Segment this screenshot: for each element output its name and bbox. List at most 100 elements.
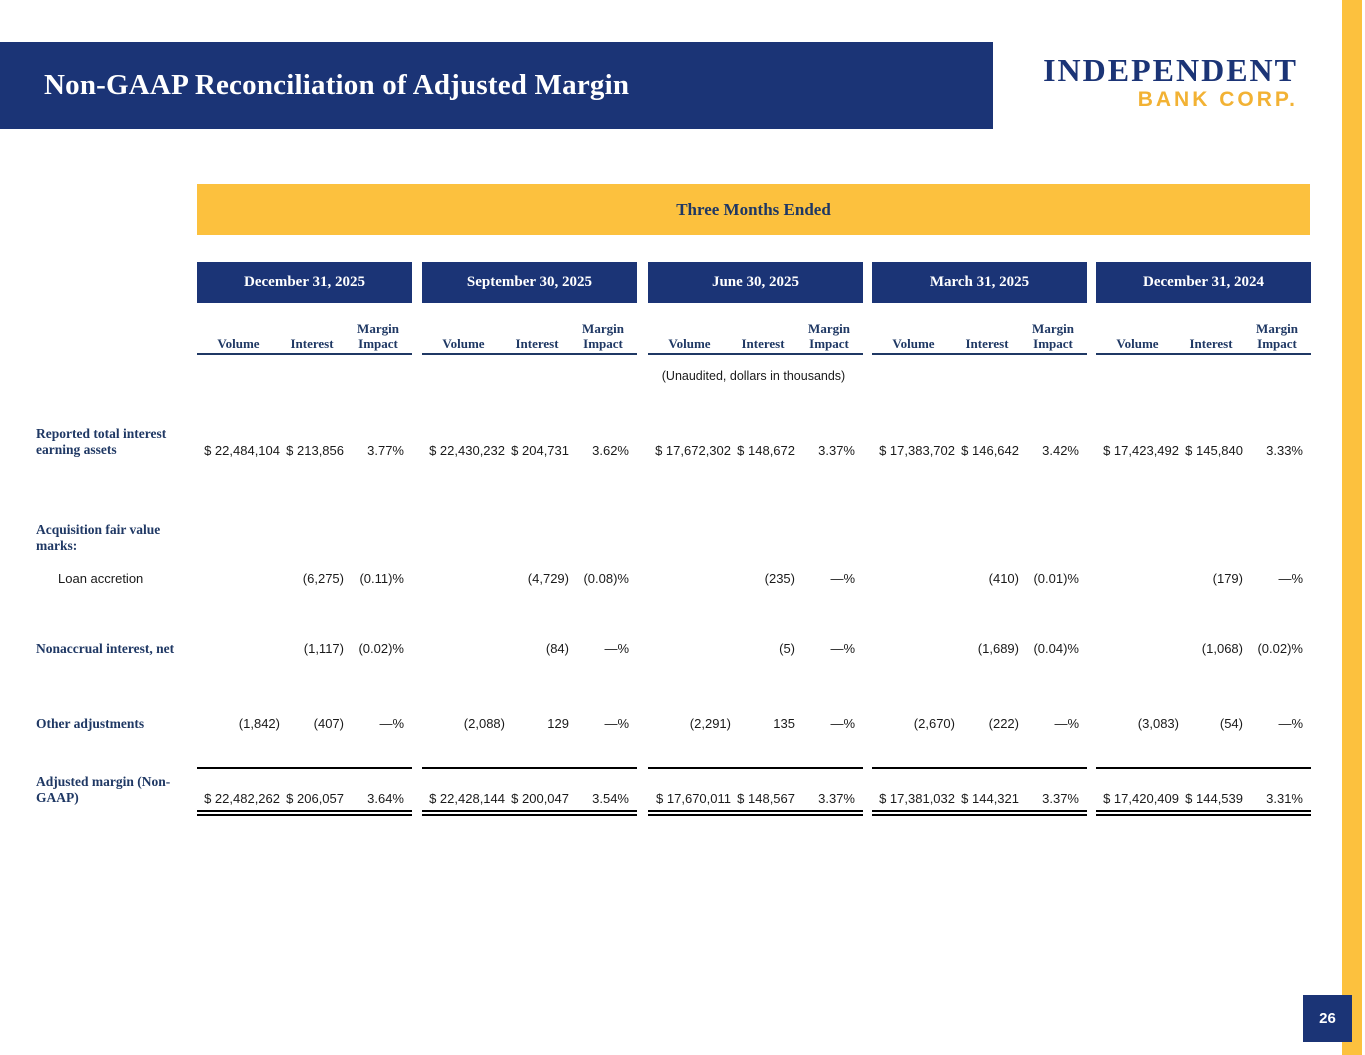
cell-interest: $ 213,856: [286, 443, 344, 458]
cell-volume: (2,291): [689, 716, 731, 731]
cell-interest: (222): [988, 716, 1019, 731]
period-group-4: March 31, 2025 Volume Interest Margin Impac…: [872, 0, 1087, 830]
column-header: Margin Impact: [582, 320, 624, 352]
cell-volume: [872, 641, 955, 656]
row-adjusted: $ 22,482,262 $ 206,057 3.64%: [197, 791, 412, 806]
cell-margin: —%: [1278, 716, 1303, 731]
period-group-1: December 31, 2025 Volume Interest Margin Im…: [197, 0, 412, 830]
period-header: December 31, 2025: [197, 262, 412, 303]
table-area: Three Months Ended (Unaudited, dollars i…: [36, 0, 1311, 830]
total-double-rule: [872, 810, 1087, 812]
row-other: (1,842) (407) —%: [197, 716, 412, 731]
row-other: (2,670) (222) —%: [872, 716, 1087, 731]
row-nonaccrual: (5) —%: [648, 641, 863, 656]
cell-margin: 3.62%: [592, 443, 629, 458]
column-header: Margin Impact: [357, 320, 399, 352]
column-header: Volume: [217, 336, 260, 352]
cell-volume: [197, 641, 280, 656]
column-header: Volume: [1116, 336, 1159, 352]
cell-interest: (5): [779, 641, 795, 656]
period-header: September 30, 2025: [422, 262, 637, 303]
column-header-underline: [648, 353, 863, 355]
total-top-rule: [197, 767, 412, 769]
row-nonaccrual: (1,689) (0.04)%: [872, 641, 1087, 656]
cell-interest: 135: [773, 716, 795, 731]
cell-volume: [648, 641, 731, 656]
total-top-rule: [648, 767, 863, 769]
cell-margin: 3.31%: [1266, 791, 1303, 806]
cell-volume: [872, 571, 955, 586]
row-other: (3,083) (54) —%: [1096, 716, 1311, 731]
total-double-rule: [422, 814, 637, 816]
cell-margin: —%: [604, 716, 629, 731]
cell-interest: $ 148,672: [737, 443, 795, 458]
total-double-rule: [1096, 810, 1311, 812]
cell-interest: (407): [313, 716, 344, 731]
cell-margin: —%: [830, 641, 855, 656]
period-header: March 31, 2025: [872, 262, 1087, 303]
page-title: Non-GAAP Reconciliation of Adjusted Marg…: [44, 69, 630, 101]
page-number: 26: [1303, 995, 1352, 1042]
column-header: Interest: [1189, 336, 1233, 352]
total-top-rule: [422, 767, 637, 769]
column-header: Interest: [965, 336, 1009, 352]
cell-margin: (0.01)%: [1033, 571, 1079, 586]
cell-interest: $ 206,057: [286, 791, 344, 806]
cell-volume: [1096, 571, 1179, 586]
period-group-2: September 30, 2025 Volume Interest Margin I…: [422, 0, 637, 830]
row-adjusted: $ 22,428,144 $ 200,047 3.54%: [422, 791, 637, 806]
cell-interest: (4,729): [527, 571, 569, 586]
logo-subtitle: BANK CORP.: [1137, 88, 1298, 111]
row-reported: $ 22,430,232 $ 204,731 3.62%: [422, 443, 637, 458]
period-group-5: December 31, 2024 Volume Interest Margin Im…: [1096, 0, 1311, 830]
cell-volume: $ 17,420,409: [1103, 791, 1179, 806]
cell-interest: (1,117): [303, 641, 344, 656]
cell-volume: $ 17,672,302: [655, 443, 731, 458]
row-loan-accretion: (235) —%: [648, 571, 863, 586]
cell-margin: (0.11)%: [359, 571, 404, 586]
row-adjusted: $ 17,381,032 $ 144,321 3.37%: [872, 791, 1087, 806]
total-double-rule: [872, 814, 1087, 816]
cell-volume: $ 17,381,032: [879, 791, 955, 806]
cell-margin: 3.42%: [1042, 443, 1079, 458]
table-banner-label: Three Months Ended: [676, 199, 831, 219]
cell-interest: (1,068): [1201, 641, 1243, 656]
cell-volume: (2,670): [913, 716, 955, 731]
cell-interest: $ 146,642: [961, 443, 1019, 458]
total-top-rule: [872, 767, 1087, 769]
cell-interest: (54): [1219, 716, 1243, 731]
cell-volume: (1,842): [238, 716, 280, 731]
column-header-underline: [197, 353, 412, 355]
cell-volume: [422, 641, 505, 656]
cell-margin: (0.02)%: [1257, 641, 1303, 656]
cell-margin: —%: [604, 641, 629, 656]
row-loan-accretion: (179) —%: [1096, 571, 1311, 586]
column-header: Volume: [892, 336, 935, 352]
cell-margin: (0.08)%: [583, 571, 629, 586]
cell-volume: [197, 571, 280, 586]
cell-margin: —%: [830, 716, 855, 731]
row-other: (2,291) 135 —%: [648, 716, 863, 731]
cell-volume: [1096, 641, 1179, 656]
cell-volume: $ 17,423,492: [1103, 443, 1179, 458]
column-header: Margin Impact: [808, 320, 850, 352]
cell-volume: $ 17,670,011: [656, 791, 731, 806]
row-reported: $ 17,672,302 $ 148,672 3.37%: [648, 443, 863, 458]
cell-volume: $ 22,430,232: [429, 443, 505, 458]
cell-interest: (1,689): [977, 641, 1019, 656]
cell-margin: —%: [379, 716, 404, 731]
row-loan-accretion: (6,275) (0.11)%: [197, 571, 412, 586]
total-double-rule: [1096, 814, 1311, 816]
cell-volume: $ 17,383,702: [879, 443, 955, 458]
column-header: Interest: [290, 336, 334, 352]
row-adjusted: $ 17,420,409 $ 144,539 3.31%: [1096, 791, 1311, 806]
column-headers: Volume Interest Margin Impact: [872, 306, 1087, 352]
column-headers: Volume Interest Margin Impact: [1096, 306, 1311, 352]
column-headers: Volume Interest Margin Impact: [648, 306, 863, 352]
unaudited-note: (Unaudited, dollars in thousands): [661, 369, 846, 383]
row-reported: $ 17,383,702 $ 146,642 3.42%: [872, 443, 1087, 458]
column-headers: Volume Interest Margin Impact: [197, 306, 412, 352]
cell-volume: $ 22,482,262: [204, 791, 280, 806]
column-header: Margin Impact: [1256, 320, 1298, 352]
